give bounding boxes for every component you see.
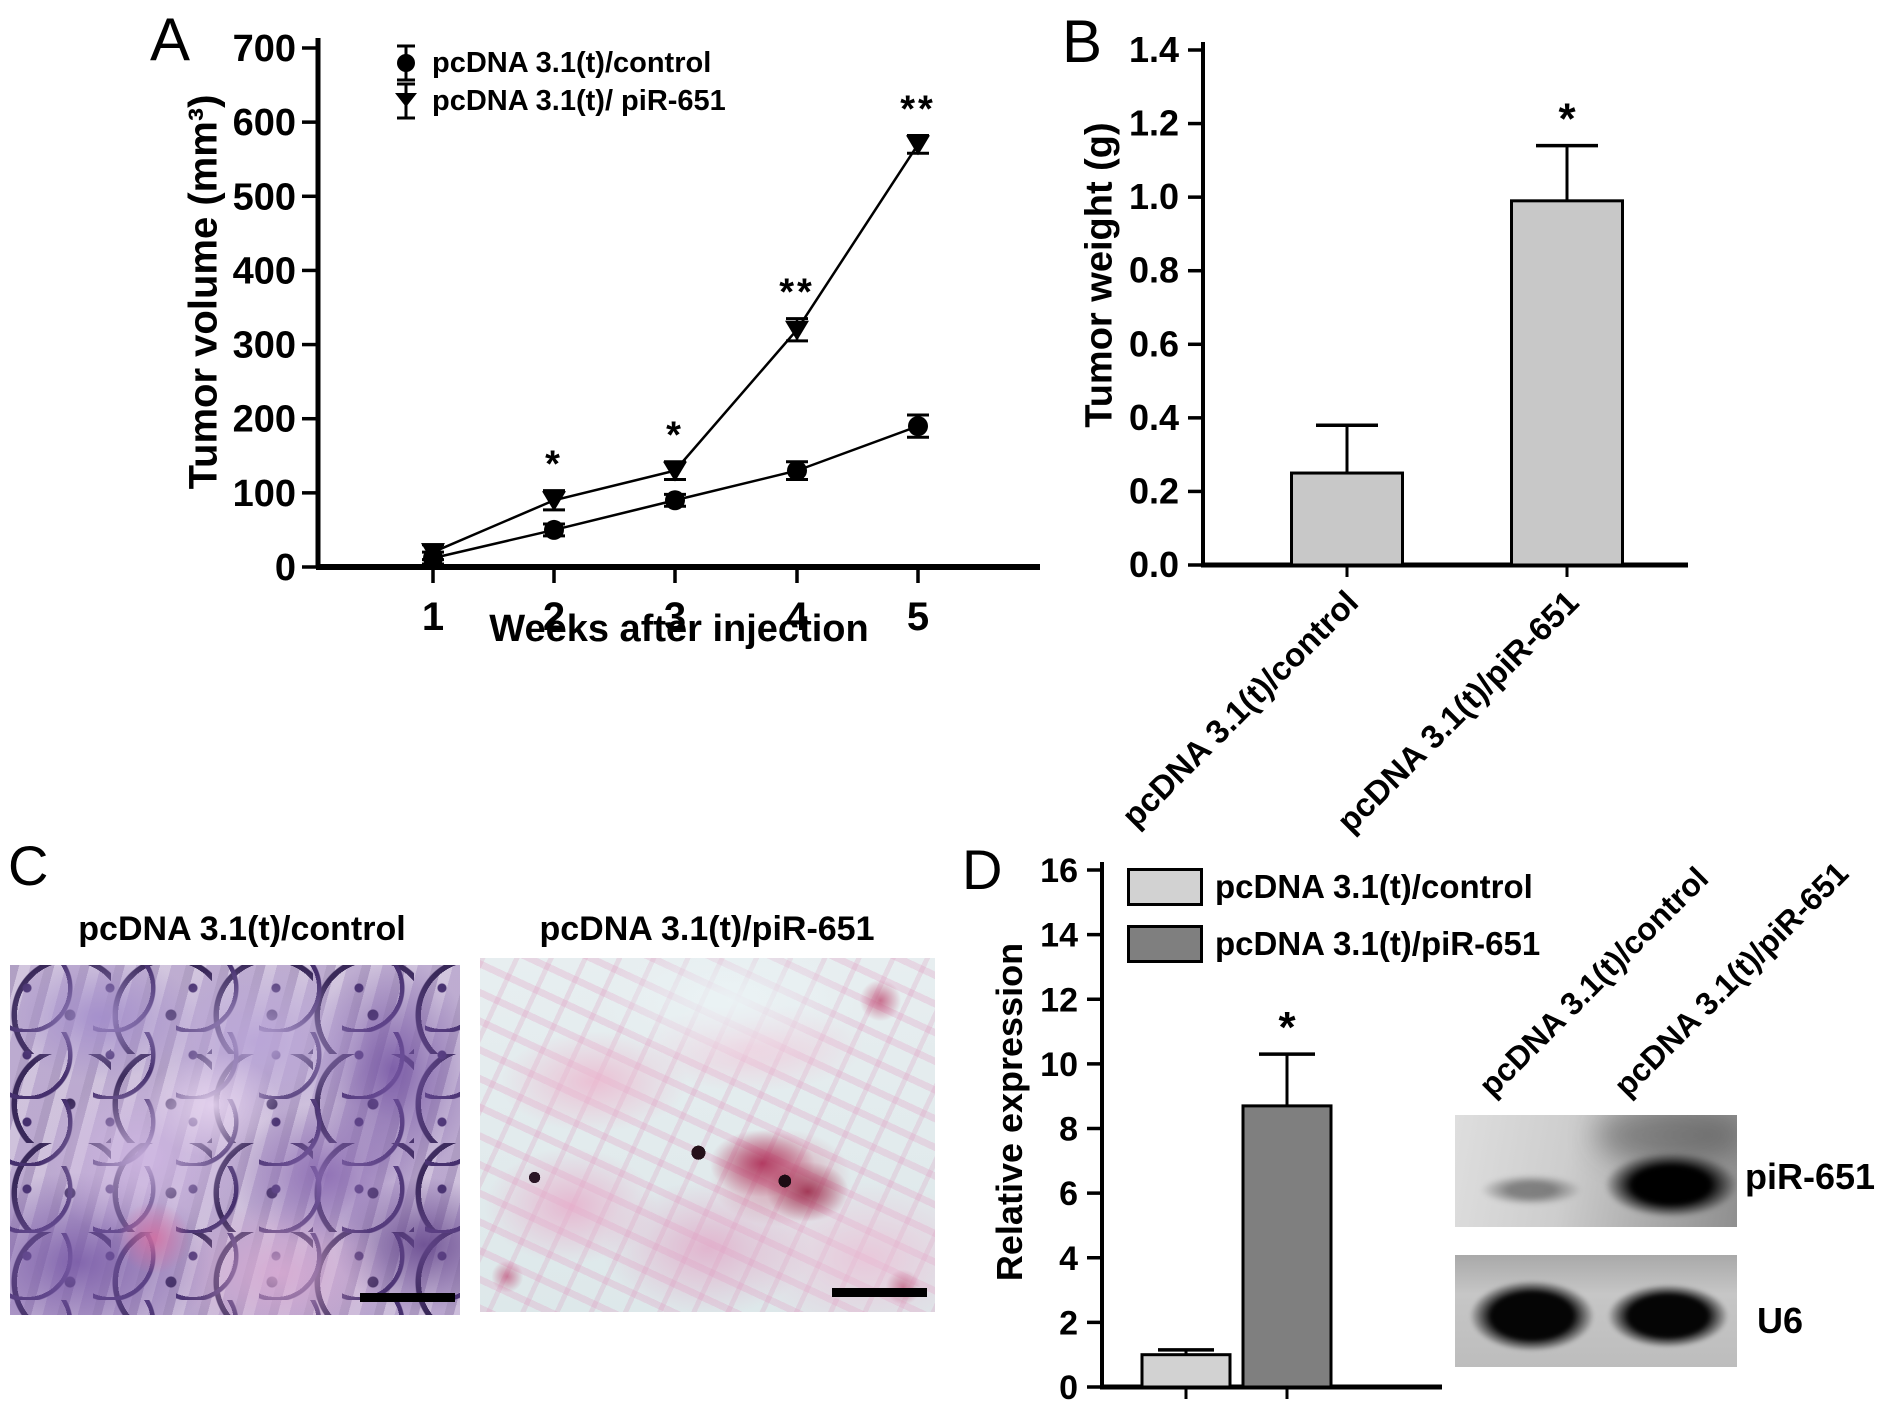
svg-text:14: 14 — [1040, 917, 1078, 955]
svg-text:0.4: 0.4 — [1129, 397, 1179, 438]
svg-text:4: 4 — [786, 595, 809, 639]
histology-image-pir651 — [480, 958, 935, 1312]
svg-text:5: 5 — [907, 595, 929, 639]
svg-text:6: 6 — [1059, 1175, 1078, 1213]
svg-text:600: 600 — [233, 102, 296, 144]
tumor-weight-bar-chart: 0.0 0.2 0.4 0.6 0.8 1.0 1.2 1.4 * — [1129, 29, 1688, 585]
histology-image-control — [10, 965, 460, 1315]
triangle-down-error-bar-icon — [395, 82, 417, 120]
svg-text:2: 2 — [543, 595, 565, 639]
northern-blot-pir651 — [1455, 1115, 1737, 1227]
circle-error-bar-icon — [397, 44, 415, 82]
svg-text:12: 12 — [1040, 981, 1078, 1019]
tumor-volume-x-axis-label: Weeks after injection — [489, 608, 869, 650]
tumor-volume-y-axis-label: Tumor volume (mm³) — [181, 94, 226, 490]
histology-title-pir651: pcDNA 3.1(t)/piR-651 — [539, 910, 875, 948]
svg-text:10: 10 — [1040, 1046, 1078, 1084]
svg-text:1.0: 1.0 — [1129, 176, 1179, 217]
svg-text:8: 8 — [1059, 1111, 1078, 1149]
panel-d-letter: D — [962, 838, 1003, 901]
svg-text:1: 1 — [422, 595, 444, 639]
tumor-weight-category-label-pir651: pcDNA 3.1(t)/piR-651 — [1329, 583, 1586, 840]
panel-a-legend-item-pir651: pcDNA 3.1(t)/ piR-651 — [392, 80, 726, 122]
loading-control-blot-u6 — [1455, 1255, 1737, 1367]
svg-text:1.4: 1.4 — [1129, 29, 1179, 70]
tumor-weight-category-label-control: pcDNA 3.1(t)/control — [1114, 583, 1366, 835]
scale-bar — [832, 1288, 927, 1297]
legend-label-pir651: pcDNA 3.1(t)/piR-651 — [1215, 925, 1541, 962]
svg-text:100: 100 — [233, 473, 296, 515]
svg-text:4: 4 — [1059, 1240, 1078, 1278]
svg-text:2: 2 — [1059, 1304, 1078, 1342]
tumor-weight-y-axis-label: Tumor weight (g) — [1078, 122, 1121, 428]
svg-text:300: 300 — [233, 325, 296, 367]
legend-swatch-control — [1127, 868, 1203, 906]
svg-text:*: * — [545, 444, 563, 486]
svg-text:400: 400 — [233, 250, 296, 292]
svg-text:700: 700 — [233, 28, 296, 70]
blot-band-pir651-strong — [1601, 1151, 1737, 1219]
svg-text:3: 3 — [664, 595, 686, 639]
blot-lane-label-pir651: pcDNA 3.1(t)/piR-651 — [1606, 854, 1856, 1104]
blot-band-pir651-strong — [1605, 1283, 1731, 1349]
blot-band-control-faint — [1475, 1173, 1587, 1207]
panel-a-letter: A — [150, 6, 191, 73]
scale-bar — [360, 1293, 455, 1302]
svg-text:*: * — [1558, 95, 1576, 144]
blot-band-control-strong — [1467, 1279, 1597, 1353]
panel-a-legend-label-pir651: pcDNA 3.1(t)/ piR-651 — [432, 84, 726, 117]
blot-row-label-u6: U6 — [1757, 1300, 1804, 1341]
svg-text:500: 500 — [233, 176, 296, 218]
svg-text:**: ** — [779, 272, 815, 314]
panel-a-legend-label-control: pcDNA 3.1(t)/control — [432, 46, 712, 79]
legend-label-control: pcDNA 3.1(t)/control — [1215, 868, 1533, 905]
svg-text:0.6: 0.6 — [1129, 323, 1179, 364]
svg-text:*: * — [1278, 1003, 1296, 1052]
svg-text:0.0: 0.0 — [1129, 544, 1179, 585]
panel-a-legend-item-control: pcDNA 3.1(t)/control — [392, 42, 711, 84]
relative-expression-y-axis-label: Relative expression — [989, 942, 1030, 1282]
svg-text:0: 0 — [1059, 1369, 1078, 1405]
legend-swatch-pir651 — [1127, 925, 1203, 963]
blot-row-label-pir651: piR-651 — [1745, 1156, 1876, 1197]
svg-text:0.2: 0.2 — [1129, 470, 1179, 511]
svg-text:1.2: 1.2 — [1129, 103, 1179, 144]
panel-b-letter: B — [1062, 8, 1103, 75]
svg-text:0.8: 0.8 — [1129, 250, 1179, 291]
histology-title-control: pcDNA 3.1(t)/control — [78, 910, 406, 948]
svg-text:200: 200 — [233, 399, 296, 441]
panel-c-letter: C — [8, 834, 49, 897]
svg-text:16: 16 — [1040, 852, 1078, 890]
svg-text:*: * — [666, 415, 684, 457]
svg-text:0: 0 — [275, 547, 296, 589]
svg-text:**: ** — [900, 88, 936, 130]
relative-expression-bar-chart: 0 2 4 6 8 10 12 14 16 * — [1040, 852, 1442, 1405]
